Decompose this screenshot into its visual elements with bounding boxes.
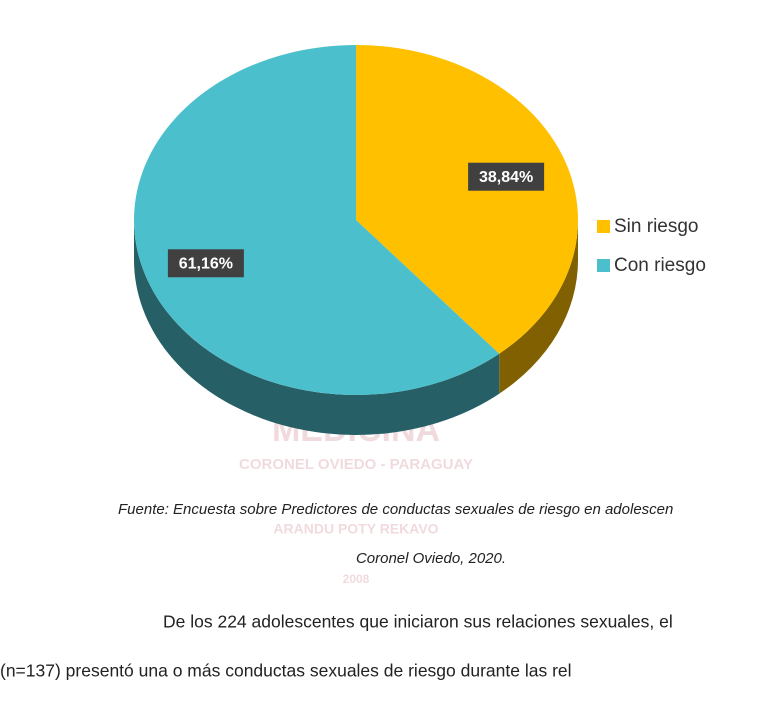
data-label: 38,84% — [479, 169, 533, 186]
data-label: 61,16% — [179, 255, 233, 272]
paragraph-line: (n=137) presentó una o más conductas sex… — [0, 661, 572, 681]
pie-slice — [134, 45, 500, 396]
legend-label: Con riesgo — [614, 255, 706, 276]
watermark-text: CORONEL OVIEDO - PARAGUAY — [239, 456, 473, 473]
watermark-text: 2008 — [343, 572, 370, 586]
pie-side — [134, 220, 500, 436]
data-label-box — [468, 162, 545, 191]
pie-slice — [356, 45, 579, 354]
data-label-box — [167, 249, 244, 278]
caption-line: Coronel Oviedo, 2020. — [356, 550, 506, 567]
legend-swatch — [597, 259, 610, 272]
legend-swatch — [597, 220, 610, 233]
watermark-text: ARANDU POTY REKAVO — [273, 521, 438, 537]
caption-line: Fuente: Encuesta sobre Predictores de co… — [118, 501, 673, 518]
paragraph-line: De los 224 adolescentes que iniciaron su… — [163, 612, 673, 632]
legend-label: Sin riesgo — [614, 216, 699, 237]
pie-chart: 38,84% 61,16% Sin riesgo Con riesgo — [134, 45, 706, 436]
pie-side — [499, 220, 578, 394]
